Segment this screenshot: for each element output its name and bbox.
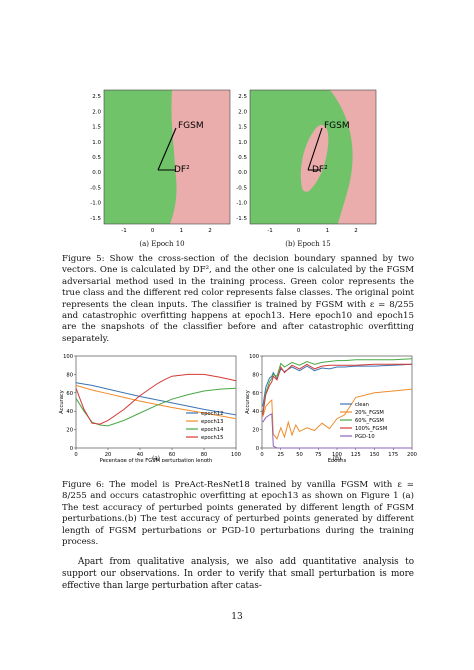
- x-tick-label: -1: [121, 228, 126, 234]
- x-tick-label: 0: [151, 228, 155, 234]
- figure5-caption: Figure 5: Show the cross-section of the …: [62, 254, 414, 344]
- y-tick-label: 100: [249, 354, 259, 360]
- y-tick-label: -0.5: [90, 185, 101, 191]
- legend-label: 100%_FGSM: [355, 426, 387, 432]
- subcaption-a: (a) Epoch 10: [139, 240, 185, 248]
- y-tick-label: 60: [66, 391, 73, 397]
- x-tick-label: 1: [180, 228, 184, 234]
- legend-label: epoch15: [201, 435, 223, 441]
- figure6-caption: Figure 6: The model is PreAct-ResNet18 t…: [62, 480, 414, 548]
- x-tick-label: 75: [315, 452, 322, 458]
- fgsm-label: FGSM: [324, 121, 350, 131]
- subcaption-b: (b) Epoch 15: [285, 240, 331, 248]
- x-tick-label: 200: [407, 452, 417, 458]
- y-tick-label: 20: [66, 428, 73, 434]
- y-tick-label: 2.5: [92, 94, 101, 100]
- figure5-panel-a: 2.5 2.0 1.5 1.0 0.5 0.0 -0.5 -1.0 -1.5 -1 0 1 2 FGSM…: [90, 89, 231, 234]
- x-tick-label: 125: [351, 452, 361, 458]
- x-tick-label: 80: [201, 452, 208, 458]
- y-tick-label: 2.0: [238, 109, 247, 115]
- legend-label: epoch13: [201, 419, 223, 425]
- x-axis-label: Pecentage of the FGSM perturbation lengt…: [100, 458, 213, 462]
- subcaption: (a): [152, 456, 160, 462]
- true-class-region: [104, 90, 177, 224]
- page-number: 13: [231, 612, 243, 622]
- legend-label: clean: [355, 402, 369, 408]
- x-axis-label: Epochs: [328, 458, 347, 462]
- y-tick-label: 0.0: [238, 170, 247, 176]
- y-tick-label: 60: [252, 391, 259, 397]
- legend-label: epoch12: [201, 411, 223, 417]
- legend-label: PGD-10: [355, 434, 375, 440]
- y-tick-label: 0: [70, 446, 73, 452]
- series-line-clean: [262, 363, 413, 407]
- x-tick-label: 100: [332, 452, 342, 458]
- fgsm-vector: [157, 127, 177, 171]
- y-tick-label: -1.0: [236, 201, 247, 207]
- y-tick-label: 100: [63, 354, 73, 360]
- y-tick-label: 40: [66, 409, 73, 415]
- fgsm-label: FGSM: [178, 121, 204, 131]
- plot-area: [261, 355, 413, 449]
- series-line-epoch12: [75, 382, 237, 416]
- x-tick-label: -1: [267, 228, 272, 234]
- y-tick-label: -1.0: [90, 201, 101, 207]
- body-paragraph: Apart from qualitative analysis, we also…: [62, 557, 414, 591]
- x-tick-label: 150: [370, 452, 380, 458]
- series-line-20%_FGSM: [262, 388, 413, 440]
- fgsm-vector: [307, 127, 323, 171]
- figure6-chart-b: 0 20 40 60 80 100 0 25 50 75 100 125 150 175 200 Epochs…: [245, 354, 417, 462]
- x-tick-label: 175: [388, 452, 398, 458]
- x-tick-label: 50: [296, 452, 303, 458]
- y-tick-label: 20: [252, 428, 259, 434]
- y-tick-label: 40: [252, 409, 259, 415]
- y-tick-label: 80: [66, 372, 73, 378]
- y-tick-label: -1.5: [236, 216, 247, 222]
- df-label: DF²: [312, 165, 328, 175]
- x-tick-label: 60: [169, 452, 176, 458]
- legend-label: epoch14: [201, 427, 224, 433]
- x-tick-label: 0: [260, 452, 263, 458]
- x-tick-label: 25: [277, 452, 284, 458]
- subcaption: (b): [333, 456, 341, 462]
- y-tick-label: 1.0: [92, 140, 101, 146]
- x-tick-label: 0: [297, 228, 301, 234]
- series-line-60%_FGSM: [262, 358, 413, 414]
- y-tick-label: -1.5: [90, 216, 101, 222]
- y-tick-label: 0.5: [92, 155, 101, 161]
- x-tick-label: 0: [74, 452, 77, 458]
- series-line-PGD-10: [262, 413, 412, 449]
- y-tick-label: 0.5: [238, 155, 247, 161]
- df-label: DF²: [174, 165, 190, 175]
- series-line-epoch15: [75, 373, 237, 425]
- figure6-chart-a: 0 20 40 60 80 100 0 20 40 60 80 100 Pecentage of the…: [59, 354, 241, 462]
- series-line-100%_FGSM: [262, 363, 412, 415]
- x-tick-label: 2: [208, 228, 212, 234]
- y-tick-label: 0.0: [92, 170, 101, 176]
- series-line-epoch14: [75, 387, 237, 427]
- series-line-epoch13: [75, 384, 237, 420]
- y-axis-label: Accuracy: [245, 390, 251, 414]
- y-tick-label: 80: [252, 372, 259, 378]
- legend-label: 60%_FGSM: [355, 418, 384, 424]
- x-tick-label: 100: [231, 452, 241, 458]
- y-tick-label: -0.5: [236, 185, 247, 191]
- y-tick-label: 1.5: [92, 125, 101, 131]
- plot-area: [75, 355, 237, 449]
- legend-label: 20%_FGSM: [355, 410, 384, 416]
- y-tick-label: 2.5: [238, 94, 247, 100]
- x-tick-label: 20: [105, 452, 112, 458]
- x-tick-label: 1: [326, 228, 330, 234]
- x-tick-label: 2: [354, 228, 358, 234]
- x-tick-label: 40: [137, 452, 144, 458]
- y-axis-label: Accuracy: [59, 390, 65, 414]
- y-tick-label: 1.5: [238, 125, 247, 131]
- y-tick-label: 1.0: [238, 140, 247, 146]
- false-class-region: [330, 90, 376, 224]
- y-tick-label: 2.0: [92, 109, 101, 115]
- y-tick-label: 0: [256, 446, 259, 452]
- figure5-panel-b: 2.5 2.0 1.5 1.0 0.5 0.0 -0.5 -1.0 -1.5 -1 0 1 2 FGSM…: [236, 89, 377, 234]
